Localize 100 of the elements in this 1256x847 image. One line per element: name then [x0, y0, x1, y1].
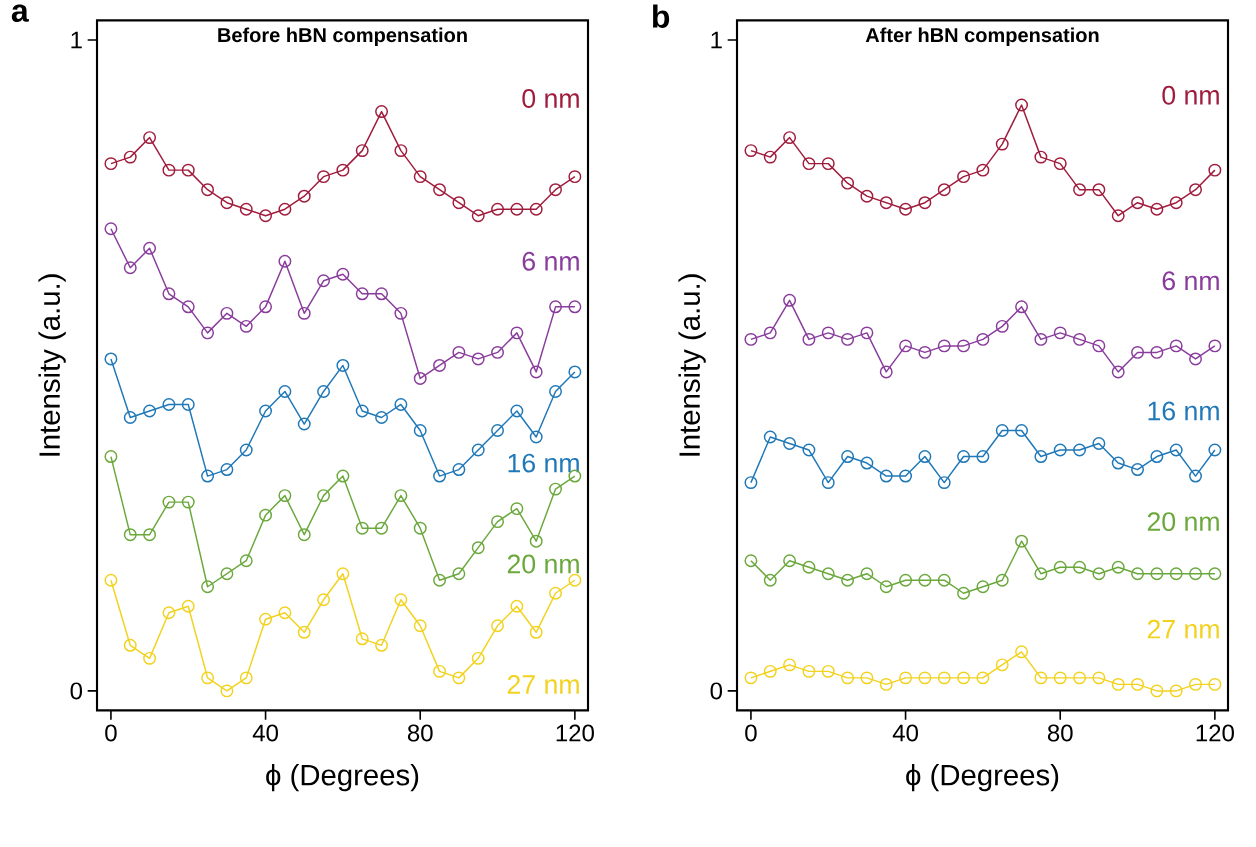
point [143, 527, 157, 541]
y-axis-title: Intensity (a.u.) [678, 274, 706, 456]
point [860, 671, 874, 685]
point [860, 326, 874, 340]
point [123, 527, 137, 541]
point [317, 488, 331, 502]
point [1073, 560, 1087, 574]
point [104, 449, 118, 463]
series-label: 16 nm [508, 453, 579, 473]
point [510, 326, 524, 340]
series-label: 20 nm [1147, 512, 1219, 531]
point [841, 176, 855, 190]
point [860, 567, 874, 580]
point [1034, 150, 1048, 164]
point [162, 163, 176, 177]
point [220, 567, 234, 580]
point [1131, 677, 1145, 691]
text: 0 nm [1162, 85, 1219, 105]
point [181, 495, 195, 509]
point [841, 671, 855, 685]
point [510, 599, 524, 613]
point [297, 625, 311, 639]
point [763, 150, 777, 164]
point [957, 449, 971, 463]
point [104, 156, 118, 170]
text: b [653, 4, 670, 28]
point [259, 612, 273, 626]
point [181, 300, 195, 314]
point [143, 651, 157, 665]
point [394, 488, 408, 502]
point [783, 658, 797, 672]
x-tick-label: 0 [745, 724, 757, 742]
point [841, 332, 855, 346]
point [529, 365, 543, 379]
point [491, 619, 505, 633]
point [1015, 300, 1029, 314]
point [918, 345, 932, 359]
point [1150, 202, 1164, 216]
series-label: 27 nm [1147, 619, 1219, 639]
x-tick-label: 40 [892, 724, 918, 742]
point [104, 573, 118, 587]
point [899, 339, 913, 353]
point [259, 300, 273, 314]
x-tick-label: 0 [105, 724, 117, 742]
point [529, 534, 543, 548]
point [220, 462, 234, 476]
point [471, 352, 485, 366]
point [1169, 684, 1183, 698]
point [1073, 443, 1087, 457]
point [355, 287, 369, 301]
point [821, 567, 835, 580]
point [452, 567, 466, 580]
point [937, 573, 951, 587]
point [763, 326, 777, 340]
point [802, 332, 816, 346]
point [744, 143, 758, 157]
point [278, 384, 292, 398]
point [510, 404, 524, 418]
point [879, 677, 893, 691]
text: a [11, 4, 29, 22]
point [1169, 443, 1183, 457]
point [491, 514, 505, 528]
point [568, 169, 582, 183]
x-tick-label: 120 [556, 724, 594, 742]
point [1169, 339, 1183, 353]
point [918, 671, 932, 685]
x-axis-title: ϕ (Degrees) [906, 763, 1059, 792]
point [802, 664, 816, 678]
point [239, 319, 253, 333]
chart-title: Before hBN compensation [218, 27, 467, 46]
point [491, 345, 505, 359]
point [471, 209, 485, 222]
point [259, 404, 273, 418]
point [841, 449, 855, 463]
point [1208, 163, 1222, 177]
point [899, 671, 913, 685]
point [452, 671, 466, 685]
point [744, 332, 758, 346]
point [568, 573, 582, 587]
point [201, 326, 215, 340]
point [201, 580, 215, 594]
point [317, 274, 331, 288]
point [297, 306, 311, 320]
point [918, 573, 932, 587]
point [220, 306, 234, 320]
series-label: 20 nm [507, 554, 579, 574]
point [413, 371, 427, 385]
point [1131, 462, 1145, 476]
point [1111, 209, 1125, 222]
point [181, 163, 195, 177]
point [529, 625, 543, 639]
x-tick-label: 40 [252, 724, 278, 742]
point [918, 196, 932, 209]
point [1092, 671, 1106, 685]
point [433, 469, 447, 483]
point [1034, 567, 1048, 580]
point [162, 495, 176, 509]
point [957, 586, 971, 600]
point [568, 365, 582, 379]
point [1169, 196, 1183, 209]
